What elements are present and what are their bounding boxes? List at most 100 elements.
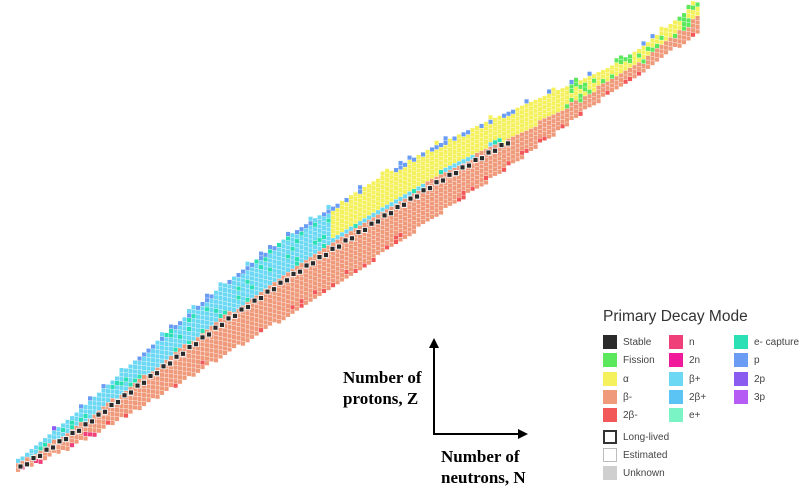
nuclide-cell	[299, 254, 304, 259]
nuclide-cell	[142, 397, 147, 402]
nuclide-cell	[173, 347, 178, 352]
nuclide-cell	[524, 108, 529, 113]
nuclide-cell	[286, 299, 291, 304]
nuclide-cell	[376, 232, 381, 237]
nuclide-cell	[403, 180, 408, 185]
nuclide-cell	[268, 272, 273, 277]
nuclide-cell	[461, 172, 466, 177]
nuclide-cell	[214, 335, 219, 340]
nuclide-cell	[263, 275, 268, 280]
nuclide-cell	[439, 143, 444, 148]
nuclide-cell	[367, 197, 372, 202]
nuclide-cell	[367, 251, 372, 256]
nuclide-cell	[250, 330, 255, 335]
nuclide-cell	[281, 307, 286, 312]
nuclide-cell	[245, 288, 250, 293]
nuclide-cell	[416, 155, 421, 160]
nuclide-cell	[295, 288, 300, 293]
nuclide-cell	[475, 126, 480, 131]
nuclide-cell	[497, 124, 502, 129]
nuclide-cell	[425, 199, 430, 204]
nuclide-cell	[673, 29, 678, 34]
nuclide-cell	[655, 48, 660, 53]
nuclide-cell	[124, 386, 129, 391]
nuclide-cell	[205, 356, 210, 361]
nuclide-cell	[245, 275, 250, 280]
nuclide-cell	[394, 226, 399, 231]
nuclide-cell	[349, 267, 354, 272]
nuclide-cell	[335, 226, 340, 231]
nuclide-cell	[353, 228, 358, 233]
nuclide-cell	[317, 251, 322, 256]
legend-entry-fission: Fission	[603, 353, 655, 367]
nuclide-cell	[326, 241, 331, 246]
nuclide-cell	[227, 302, 232, 307]
nuclide-cell	[187, 331, 192, 336]
legend-entry-double-beta-minus: 2β-	[603, 408, 638, 422]
nuclide-cell	[241, 314, 246, 319]
legend-entry-alpha: α	[603, 372, 629, 386]
nuclide-cell	[322, 284, 327, 289]
nuclide-cell	[281, 316, 286, 321]
nuclide-cell	[353, 219, 358, 224]
nuclide-cell	[232, 317, 237, 322]
nuclide-cell	[592, 92, 597, 97]
nuclide-cell	[385, 182, 390, 187]
nuclide-cell	[277, 296, 282, 301]
nuclide-cell	[349, 195, 354, 200]
nuclide-cell	[259, 274, 264, 279]
nuclide-cell	[394, 177, 399, 182]
nuclide-cell	[686, 31, 691, 36]
nuclide-cell	[371, 185, 376, 190]
nuclide-cell	[110, 416, 115, 421]
nuclide-cell	[646, 46, 651, 51]
nuclide-cell	[200, 306, 205, 311]
nuclide-cell	[448, 165, 453, 170]
nuclide-cell	[236, 300, 241, 305]
nuclide-cell	[331, 265, 336, 270]
stable-nuclide-cell	[453, 170, 459, 177]
nuclide-cell	[299, 231, 304, 236]
nuclide-cell	[155, 345, 160, 350]
nuclide-cell	[290, 278, 295, 283]
nuclide-cell	[61, 423, 66, 428]
nuclide-cell	[322, 257, 327, 262]
nuclide-cell	[142, 352, 147, 357]
nuclide-cell	[416, 164, 421, 169]
nuclide-cell	[556, 108, 561, 113]
nuclide-cell	[407, 191, 412, 196]
nuclide-cell	[479, 150, 484, 155]
nuclide-cell	[313, 267, 318, 272]
nuclide-cell	[479, 177, 484, 182]
nuclide-cell	[511, 118, 516, 123]
axis-arrows	[429, 338, 528, 439]
nuclide-cell	[47, 447, 52, 452]
nuclide-cell	[200, 320, 205, 325]
nuclide-cell	[331, 224, 336, 229]
nuclide-cell	[155, 340, 160, 345]
nuclide-cell	[650, 43, 655, 48]
nuclide-cell	[646, 51, 651, 56]
nuclide-cell	[664, 50, 669, 55]
nuclide-cell	[556, 94, 561, 99]
nuclide-cell	[344, 234, 349, 239]
nuclide-cell	[421, 219, 426, 224]
nuclide-cell	[119, 395, 124, 400]
nuclide-cell	[106, 389, 111, 394]
nuclide-cell	[110, 394, 115, 399]
nuclide-cell	[470, 186, 475, 191]
nuclide-cell	[421, 183, 426, 188]
nuclide-cell	[452, 177, 457, 182]
nuclide-cell	[569, 102, 574, 107]
nuclide-cell	[164, 382, 169, 387]
nuclide-cell	[322, 248, 327, 253]
nuclide-cell	[389, 215, 394, 220]
stable-nuclide-cell	[102, 408, 108, 415]
nuclide-cell	[416, 218, 421, 223]
nuclide-cell	[650, 56, 655, 61]
nuclide-cell	[146, 366, 151, 371]
nuclide-cell	[128, 364, 133, 369]
nuclide-cell	[286, 303, 291, 308]
nuclide-cell	[250, 262, 255, 267]
nuclide-cell	[403, 212, 408, 217]
